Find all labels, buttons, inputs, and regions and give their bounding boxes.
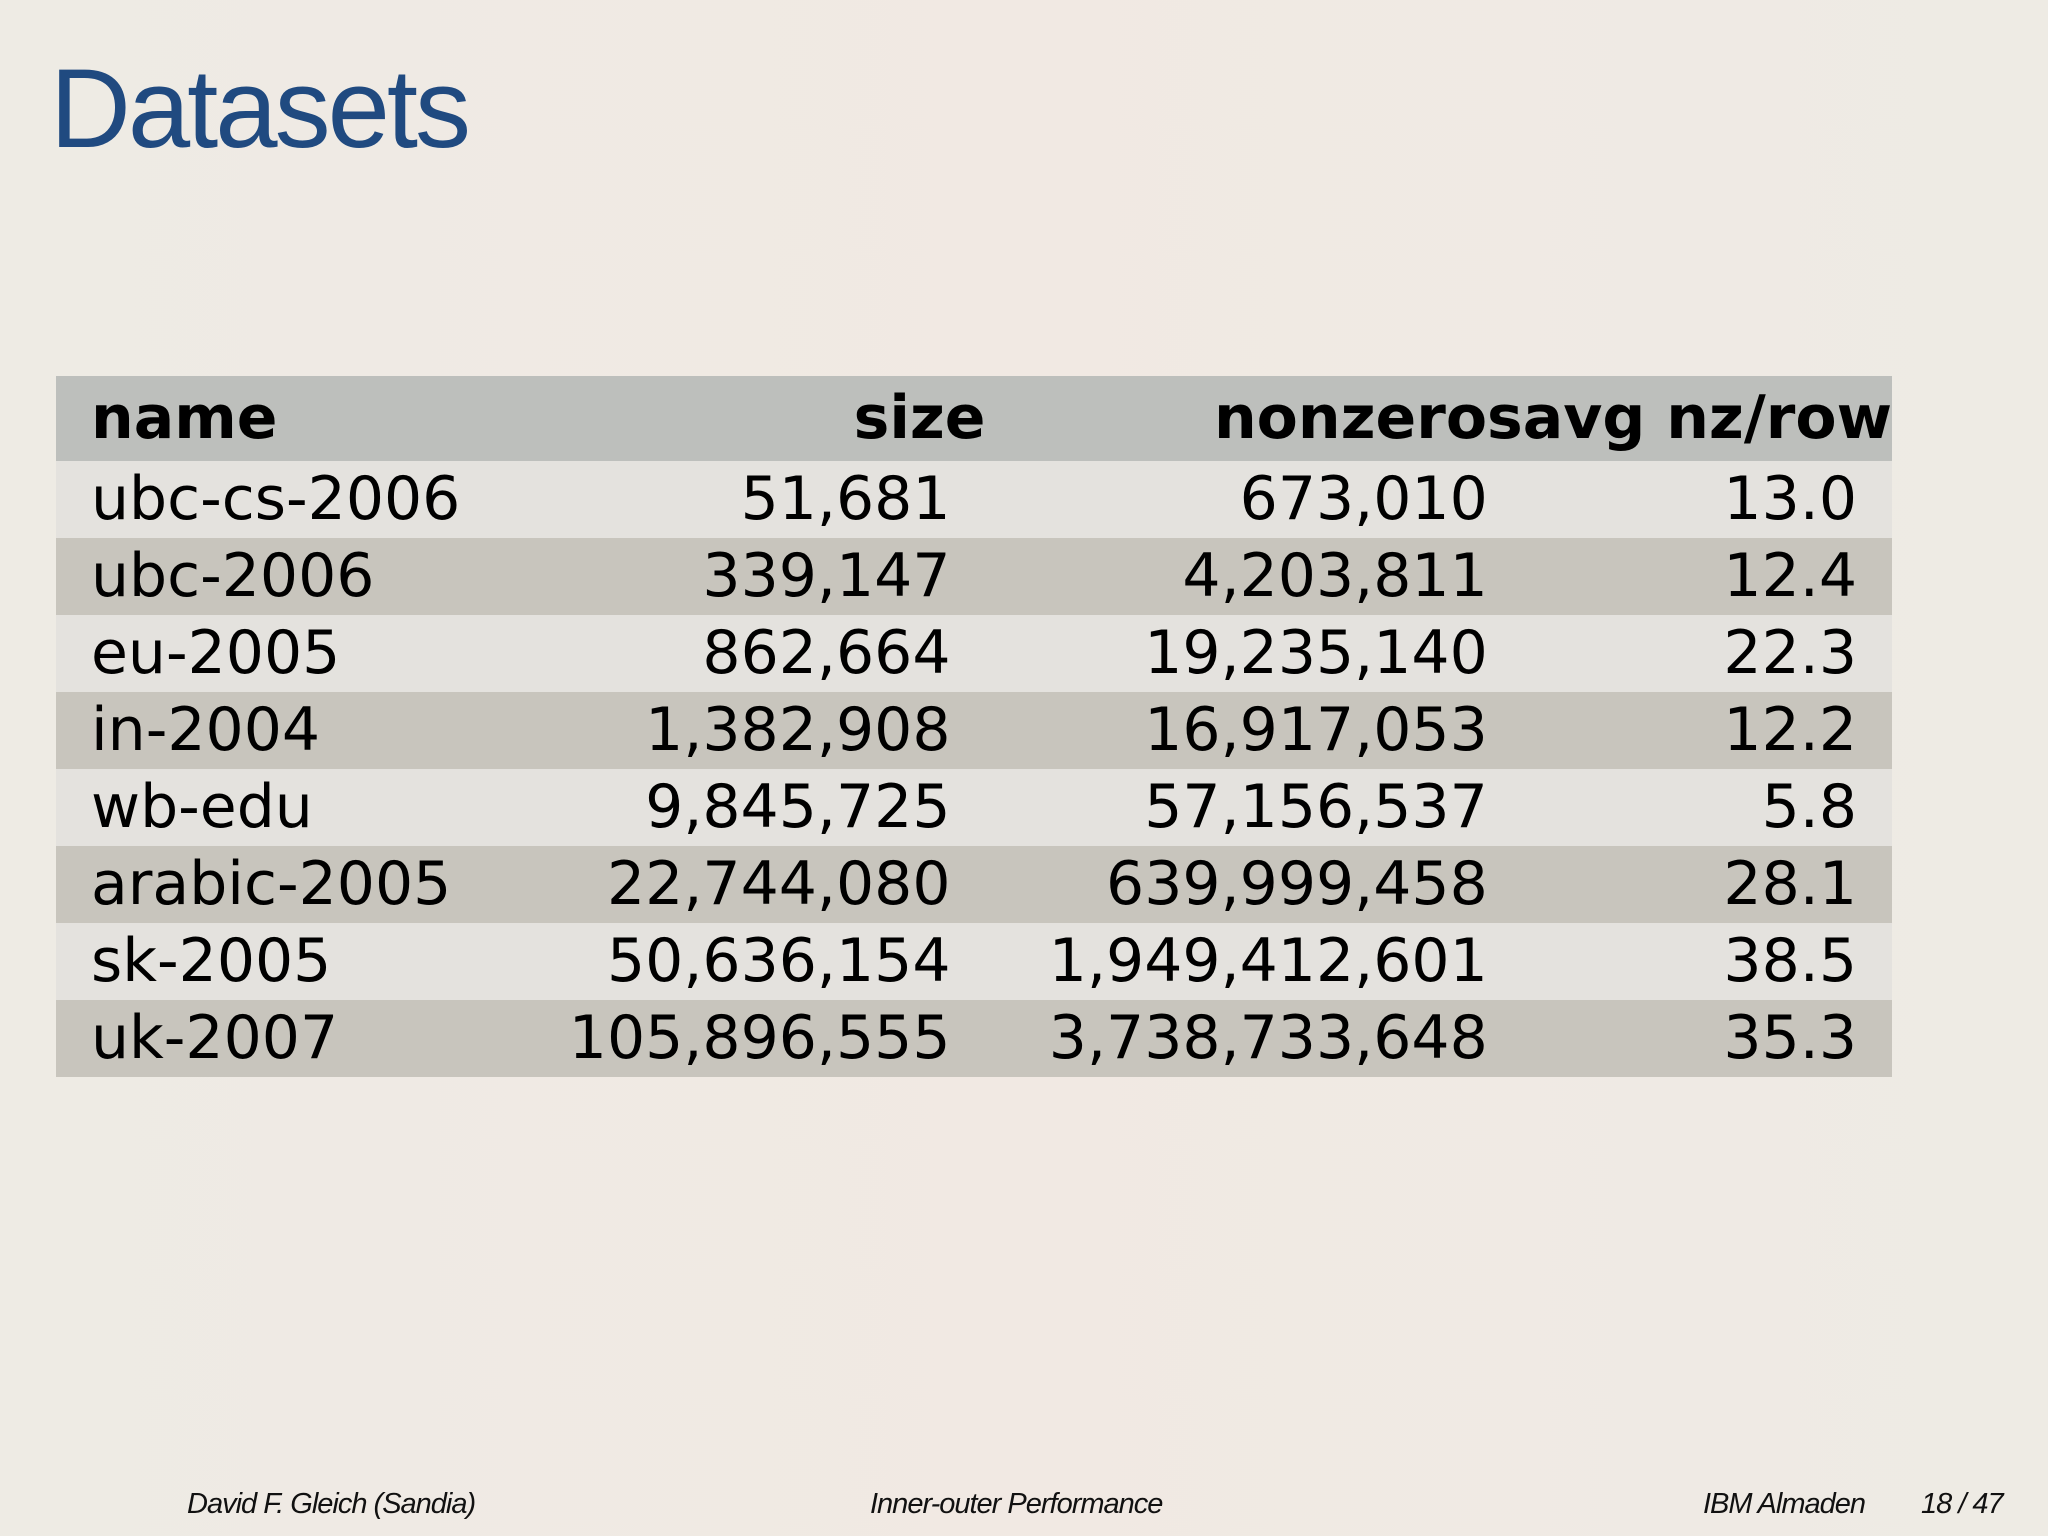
cell-name: in-2004 xyxy=(91,695,321,765)
cell-name: eu-2005 xyxy=(91,618,341,688)
cell-nonzeros: 3,738,733,648 xyxy=(1048,1003,1488,1073)
table-row: ubc-2006 339,147 4,203,811 12.4 xyxy=(56,538,1892,615)
cell-size: 51,681 xyxy=(740,464,951,534)
header-nonzeros: nonzeros xyxy=(1213,383,1523,453)
table-header-row: name size nonzeros avg nz/row xyxy=(56,376,1892,461)
cell-avg: 22.3 xyxy=(1723,618,1857,688)
header-size: size xyxy=(853,383,986,453)
cell-size: 339,147 xyxy=(702,541,951,611)
cell-size: 50,636,154 xyxy=(606,926,951,996)
cell-size: 1,382,908 xyxy=(645,695,951,765)
cell-name: arabic-2005 xyxy=(91,849,452,919)
cell-nonzeros: 1,949,412,601 xyxy=(1048,926,1488,996)
table-row: in-2004 1,382,908 16,917,053 12.2 xyxy=(56,692,1892,769)
cell-name: uk-2007 xyxy=(91,1003,339,1073)
cell-nonzeros: 16,917,053 xyxy=(1144,695,1488,765)
cell-nonzeros: 673,010 xyxy=(1239,464,1488,534)
table-row: sk-2005 50,636,154 1,949,412,601 38.5 xyxy=(56,923,1892,1000)
table-row: eu-2005 862,664 19,235,140 22.3 xyxy=(56,615,1892,692)
cell-size: 9,845,725 xyxy=(645,772,951,842)
footer-talk-title: Inner-outer Performance xyxy=(870,1488,1163,1520)
cell-name: wb-edu xyxy=(91,772,313,842)
cell-avg: 13.0 xyxy=(1723,464,1857,534)
cell-nonzeros: 19,235,140 xyxy=(1144,618,1488,688)
header-name: name xyxy=(91,383,278,453)
slide-title: Datasets xyxy=(50,46,471,171)
cell-size: 105,896,555 xyxy=(568,1003,951,1073)
cell-avg: 12.4 xyxy=(1723,541,1857,611)
cell-name: sk-2005 xyxy=(91,926,332,996)
header-avg-nz-row: avg nz/row xyxy=(1522,383,1892,453)
cell-avg: 12.2 xyxy=(1723,695,1857,765)
cell-avg: 5.8 xyxy=(1761,772,1857,842)
footer-venue: IBM Almaden xyxy=(1703,1488,1866,1520)
cell-size: 862,664 xyxy=(702,618,951,688)
cell-avg: 28.1 xyxy=(1723,849,1857,919)
cell-nonzeros: 4,203,811 xyxy=(1182,541,1488,611)
table-row: wb-edu 9,845,725 57,156,537 5.8 xyxy=(56,769,1892,846)
table-row: ubc-cs-2006 51,681 673,010 13.0 xyxy=(56,461,1892,538)
cell-name: ubc-2006 xyxy=(91,541,375,611)
slide-footer: David F. Gleich (Sandia) Inner-outer Per… xyxy=(0,1488,2048,1528)
table-row: uk-2007 105,896,555 3,738,733,648 35.3 xyxy=(56,1000,1892,1077)
table-row: arabic-2005 22,744,080 639,999,458 28.1 xyxy=(56,846,1892,923)
cell-nonzeros: 639,999,458 xyxy=(1106,849,1488,919)
cell-name: ubc-cs-2006 xyxy=(91,464,461,534)
footer-page-number: 18 / 47 xyxy=(1921,1488,2004,1520)
cell-avg: 38.5 xyxy=(1723,926,1857,996)
cell-nonzeros: 57,156,537 xyxy=(1144,772,1488,842)
cell-size: 22,744,080 xyxy=(606,849,951,919)
footer-author: David F. Gleich (Sandia) xyxy=(187,1488,476,1520)
cell-avg: 35.3 xyxy=(1723,1003,1857,1073)
datasets-table: name size nonzeros avg nz/row ubc-cs-200… xyxy=(56,376,1892,1077)
